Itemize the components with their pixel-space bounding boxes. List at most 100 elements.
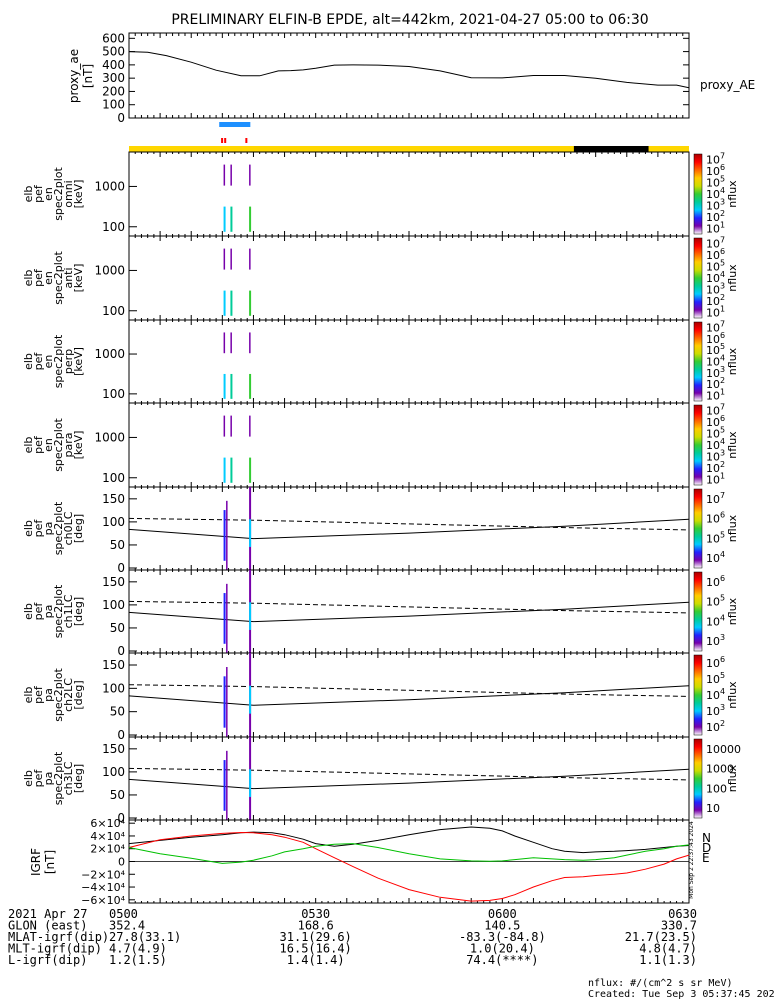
pitch-angle-ylabel: elb xyxy=(22,520,35,537)
colorbar-tick-exp: 4 xyxy=(720,186,725,195)
spectrogram-frame xyxy=(128,319,690,404)
colorbar-tick-label: 104 xyxy=(706,687,725,702)
colorbar-tick-exp: 7 xyxy=(720,491,725,500)
pitch-angle-ylabel: pef xyxy=(32,769,45,788)
pitch-angle-ch2LC: 050100150elbpefpaspec2plotch2LC[deg]1021… xyxy=(22,652,739,742)
spectrogram-ylabel: [keV] xyxy=(72,264,85,293)
pitch-angle-ytick-label: 50 xyxy=(110,621,125,635)
colorbar-tick-exp: 5 xyxy=(720,671,725,680)
pitch-angle-pixel xyxy=(249,769,252,797)
colorbar-tick-label: 103 xyxy=(706,703,725,718)
burst-marker xyxy=(245,138,248,143)
pitch-angle-pixel xyxy=(223,760,226,811)
footer-value: 168.6 xyxy=(298,919,334,933)
footer-value: 1.4(1.4) xyxy=(287,953,345,967)
pitch-angle-ylabel: pa xyxy=(42,688,55,702)
colorbar-tick-exp: 5 xyxy=(720,342,725,351)
spectrogram-ylabel: elb xyxy=(22,353,35,370)
footer-value: 330.7 xyxy=(661,919,697,933)
pitch-angle-pixel xyxy=(249,602,252,630)
pitch-angle-pixel xyxy=(226,750,228,820)
footer-row-label: MLAT-igrf(dip) xyxy=(8,930,109,944)
spectrogram-ytick-label: 100 xyxy=(102,471,125,485)
igrf-line-N xyxy=(128,826,690,854)
igrf-ytick-label: −4×10⁴ xyxy=(81,881,125,894)
spectrogram-perp: 1001000elbpefenspec2plotperp[keV]1011021… xyxy=(22,319,739,404)
colorbar-tick-exp: 2 xyxy=(720,293,725,302)
ae-ylabel: proxy_ae xyxy=(67,49,81,103)
colorbar-tick-exp: 7 xyxy=(720,152,725,161)
pitch-angle-ylabel: ch0LC xyxy=(62,511,75,545)
colorbar-tick-exp: 5 xyxy=(720,259,725,268)
pitch-angle-ylabel: pa xyxy=(42,522,55,536)
spectrogram-ylabel: spec2plot xyxy=(52,167,65,221)
colorbar xyxy=(693,738,703,819)
igrf-ylabel-unit: [nT] xyxy=(43,850,57,874)
footer-value: 1.2(1.5) xyxy=(109,953,167,967)
footer-value: 4.8(4.7) xyxy=(639,942,697,956)
pitch-angle-ytick-label: 0 xyxy=(117,728,125,742)
burst-marker xyxy=(224,138,227,143)
spectrogram-frame xyxy=(128,235,690,321)
spectrogram-pixel xyxy=(230,206,233,232)
colorbar-tick-label: 1000 xyxy=(706,763,734,776)
pitch-angle-ylabel: [deg] xyxy=(72,514,85,543)
spectrogram-pixel xyxy=(223,206,226,232)
colorbar-tick-exp: 2 xyxy=(720,209,725,218)
colorbar-tick-label: 105 xyxy=(706,530,725,545)
loss-cone-line xyxy=(128,685,690,706)
spectrogram-ylabel: spec2plot xyxy=(52,251,65,305)
colorbar xyxy=(693,488,703,569)
spectrogram-ylabel: elb xyxy=(22,186,35,203)
pitch-angle-ytick-label: 50 xyxy=(110,538,125,552)
spectrogram-pixel xyxy=(230,373,233,399)
colorbar-tick-exp: 2 xyxy=(720,460,725,469)
spectrogram-pixel xyxy=(249,248,251,270)
igrf-ytick-label: 6×10⁴ xyxy=(90,817,125,830)
colorbar-tick-exp: 5 xyxy=(720,175,725,184)
igrf-ylabel: IGRF xyxy=(29,848,43,876)
pitch-angle-pixel xyxy=(223,593,226,644)
pitch-angle-ylabel: [deg] xyxy=(72,764,85,793)
igrf-ytick-label: −2×10⁴ xyxy=(81,868,125,881)
spectrogram-pixel xyxy=(223,373,226,399)
igrf-line-D xyxy=(128,831,690,902)
ae-ytick-label: 200 xyxy=(102,84,125,98)
spectrogram-ylabel: spec2plot xyxy=(52,334,65,388)
spectrogram-ylabel: [keV] xyxy=(72,347,85,376)
spectrogram-pixel xyxy=(230,457,233,483)
colorbar-tick-exp: 7 xyxy=(720,320,725,329)
footer-row-label: 2021 Apr 27 xyxy=(8,907,87,921)
colorbar-tick-exp: 4 xyxy=(720,437,725,446)
colorbar-tick-label: 10 xyxy=(706,802,720,815)
colorbar-label: nflux xyxy=(726,431,739,459)
pitch-angle-ytick-label: 100 xyxy=(102,765,125,779)
colorbar-tick-exp: 4 xyxy=(720,270,725,279)
footer-value: 352.4 xyxy=(109,919,145,933)
pitch-angle-ylabel: pef xyxy=(32,685,45,704)
orbit-status-bar xyxy=(129,146,689,152)
spectrogram-ylabel: omni xyxy=(62,180,75,207)
loss-cone-line xyxy=(128,601,690,623)
igrf-line-E xyxy=(128,843,690,864)
spectrogram-pixel xyxy=(230,248,232,270)
pitch-angle-ylabel: [deg] xyxy=(72,680,85,709)
pitch-angle-panels: 050100150elbpefpaspec2plotch0LC[deg]1041… xyxy=(22,486,741,825)
pitch-angle-ylabel: ch2LC xyxy=(62,678,75,712)
spectrogram-ylabel: en xyxy=(42,438,55,452)
pitch-angle-ytick-label: 0 xyxy=(117,811,125,825)
colorbar xyxy=(693,571,703,652)
orbit-status-bars xyxy=(129,122,689,152)
igrf-side-note: Mon Sep 2 22:37:43 2024 xyxy=(688,821,695,899)
spectrogram-pixel xyxy=(249,164,251,186)
ae-ytick-label: 300 xyxy=(102,71,125,85)
pitch-angle-ylabel: elb xyxy=(22,687,35,704)
ae-frame xyxy=(128,32,690,119)
colorbar-tick-exp: 1 xyxy=(720,471,725,480)
science-zone-bar xyxy=(219,122,251,127)
colorbar-tick-label: 104 xyxy=(706,550,725,565)
spectrogram-pixel xyxy=(223,457,226,483)
